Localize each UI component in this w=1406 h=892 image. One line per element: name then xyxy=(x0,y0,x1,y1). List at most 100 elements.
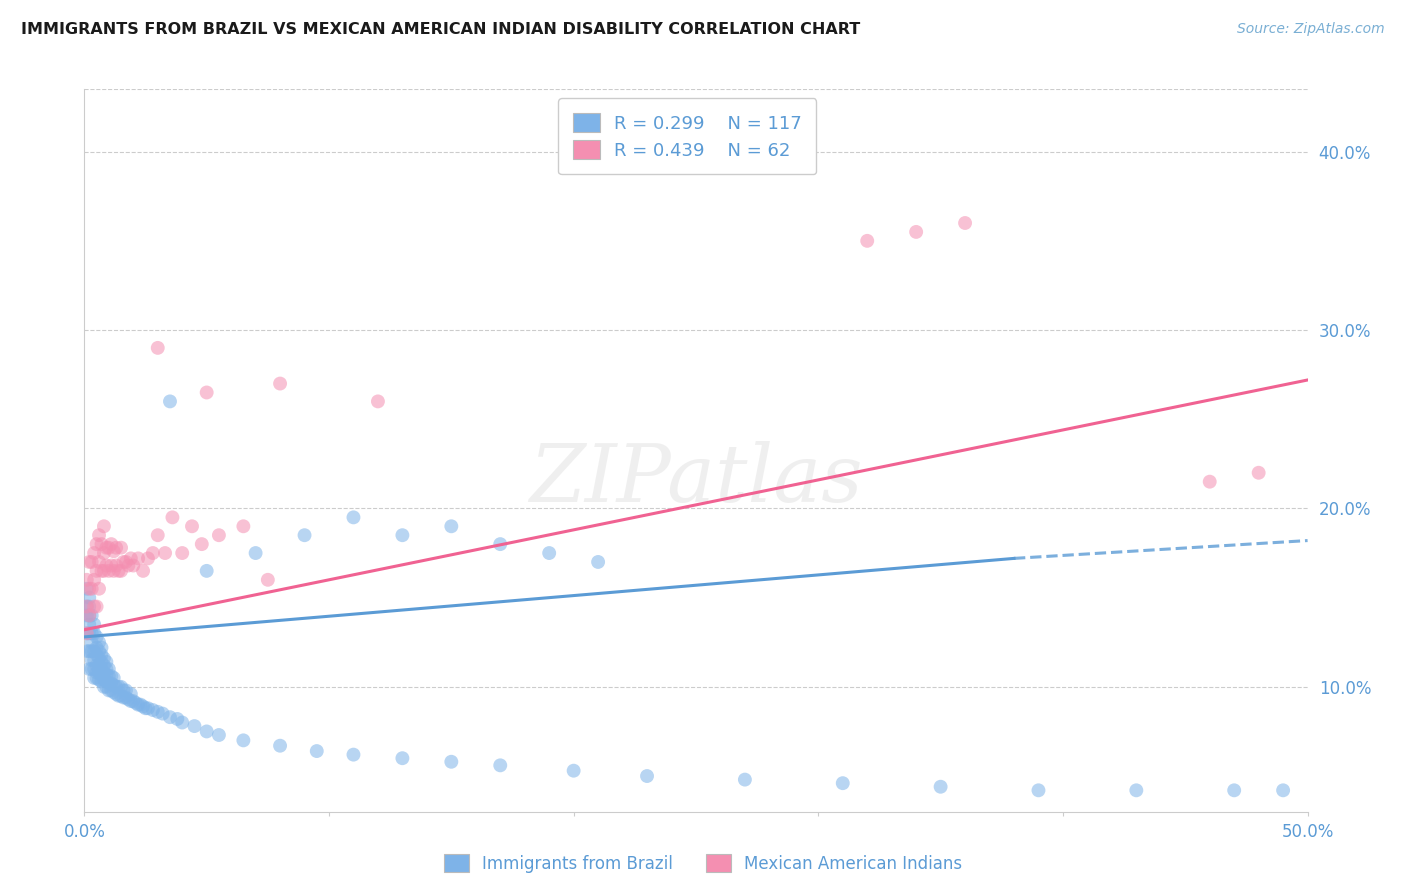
Point xyxy=(856,234,879,248)
Point xyxy=(83,626,105,640)
Point xyxy=(110,689,132,703)
Point xyxy=(115,555,138,569)
Point xyxy=(142,703,165,717)
Point xyxy=(86,640,108,655)
Point xyxy=(86,599,108,614)
Point xyxy=(87,651,110,665)
Point xyxy=(96,674,118,689)
Point xyxy=(110,564,132,578)
Point xyxy=(83,644,105,658)
Point xyxy=(83,662,105,676)
Point xyxy=(90,674,112,689)
Point xyxy=(77,591,100,605)
Point xyxy=(734,772,756,787)
Point xyxy=(538,546,561,560)
Point xyxy=(112,555,135,569)
Point xyxy=(93,680,115,694)
Point xyxy=(146,528,169,542)
Point xyxy=(100,683,122,698)
Point xyxy=(103,564,125,578)
Legend: Immigrants from Brazil, Mexican American Indians: Immigrants from Brazil, Mexican American… xyxy=(437,847,969,880)
Point xyxy=(391,751,413,765)
Point xyxy=(76,599,98,614)
Point xyxy=(90,667,112,681)
Point xyxy=(122,558,145,573)
Point xyxy=(953,216,976,230)
Point xyxy=(105,687,128,701)
Point xyxy=(103,544,125,558)
Point xyxy=(125,696,148,710)
Point xyxy=(90,662,112,676)
Point xyxy=(117,692,139,706)
Point xyxy=(1272,783,1295,797)
Point xyxy=(77,555,100,569)
Point xyxy=(86,648,108,662)
Point xyxy=(245,546,267,560)
Point xyxy=(257,573,280,587)
Point xyxy=(76,644,98,658)
Point xyxy=(342,510,364,524)
Point xyxy=(132,564,155,578)
Point xyxy=(90,655,112,669)
Point xyxy=(80,555,103,569)
Point xyxy=(132,699,155,714)
Point xyxy=(181,519,204,533)
Point xyxy=(294,528,316,542)
Point xyxy=(929,780,952,794)
Legend: R = 0.299    N = 117, R = 0.439    N = 62: R = 0.299 N = 117, R = 0.439 N = 62 xyxy=(558,98,817,174)
Point xyxy=(103,671,125,685)
Point xyxy=(120,687,142,701)
Point xyxy=(110,680,132,694)
Point xyxy=(172,715,194,730)
Point xyxy=(195,385,218,400)
Point xyxy=(269,739,291,753)
Point xyxy=(93,658,115,673)
Point xyxy=(80,635,103,649)
Point xyxy=(831,776,853,790)
Point xyxy=(93,546,115,560)
Point xyxy=(77,626,100,640)
Point xyxy=(191,537,214,551)
Point xyxy=(80,662,103,676)
Text: ZIPat​las: ZIPat​las xyxy=(529,441,863,518)
Point xyxy=(107,564,129,578)
Point xyxy=(440,519,463,533)
Point xyxy=(100,537,122,551)
Point xyxy=(489,758,512,772)
Point xyxy=(83,546,105,560)
Point xyxy=(159,394,181,409)
Point xyxy=(77,582,100,596)
Point xyxy=(76,573,98,587)
Point xyxy=(159,710,181,724)
Point xyxy=(586,555,609,569)
Point xyxy=(100,558,122,573)
Point xyxy=(90,537,112,551)
Point xyxy=(107,689,129,703)
Point xyxy=(86,671,108,685)
Point xyxy=(87,582,110,596)
Point xyxy=(142,546,165,560)
Point xyxy=(80,608,103,623)
Point xyxy=(93,651,115,665)
Point xyxy=(97,683,120,698)
Point xyxy=(80,644,103,658)
Point xyxy=(83,617,105,632)
Point xyxy=(115,683,138,698)
Point xyxy=(162,510,184,524)
Point xyxy=(96,680,118,694)
Point xyxy=(97,662,120,676)
Point xyxy=(232,733,254,747)
Point xyxy=(93,665,115,680)
Text: Source: ZipAtlas.com: Source: ZipAtlas.com xyxy=(1237,22,1385,37)
Point xyxy=(136,701,159,715)
Point xyxy=(489,537,512,551)
Point xyxy=(83,573,105,587)
Point xyxy=(83,653,105,667)
Point xyxy=(166,712,188,726)
Point xyxy=(97,669,120,683)
Point xyxy=(103,685,125,699)
Point xyxy=(90,648,112,662)
Point xyxy=(172,546,194,560)
Point xyxy=(195,724,218,739)
Point xyxy=(103,678,125,692)
